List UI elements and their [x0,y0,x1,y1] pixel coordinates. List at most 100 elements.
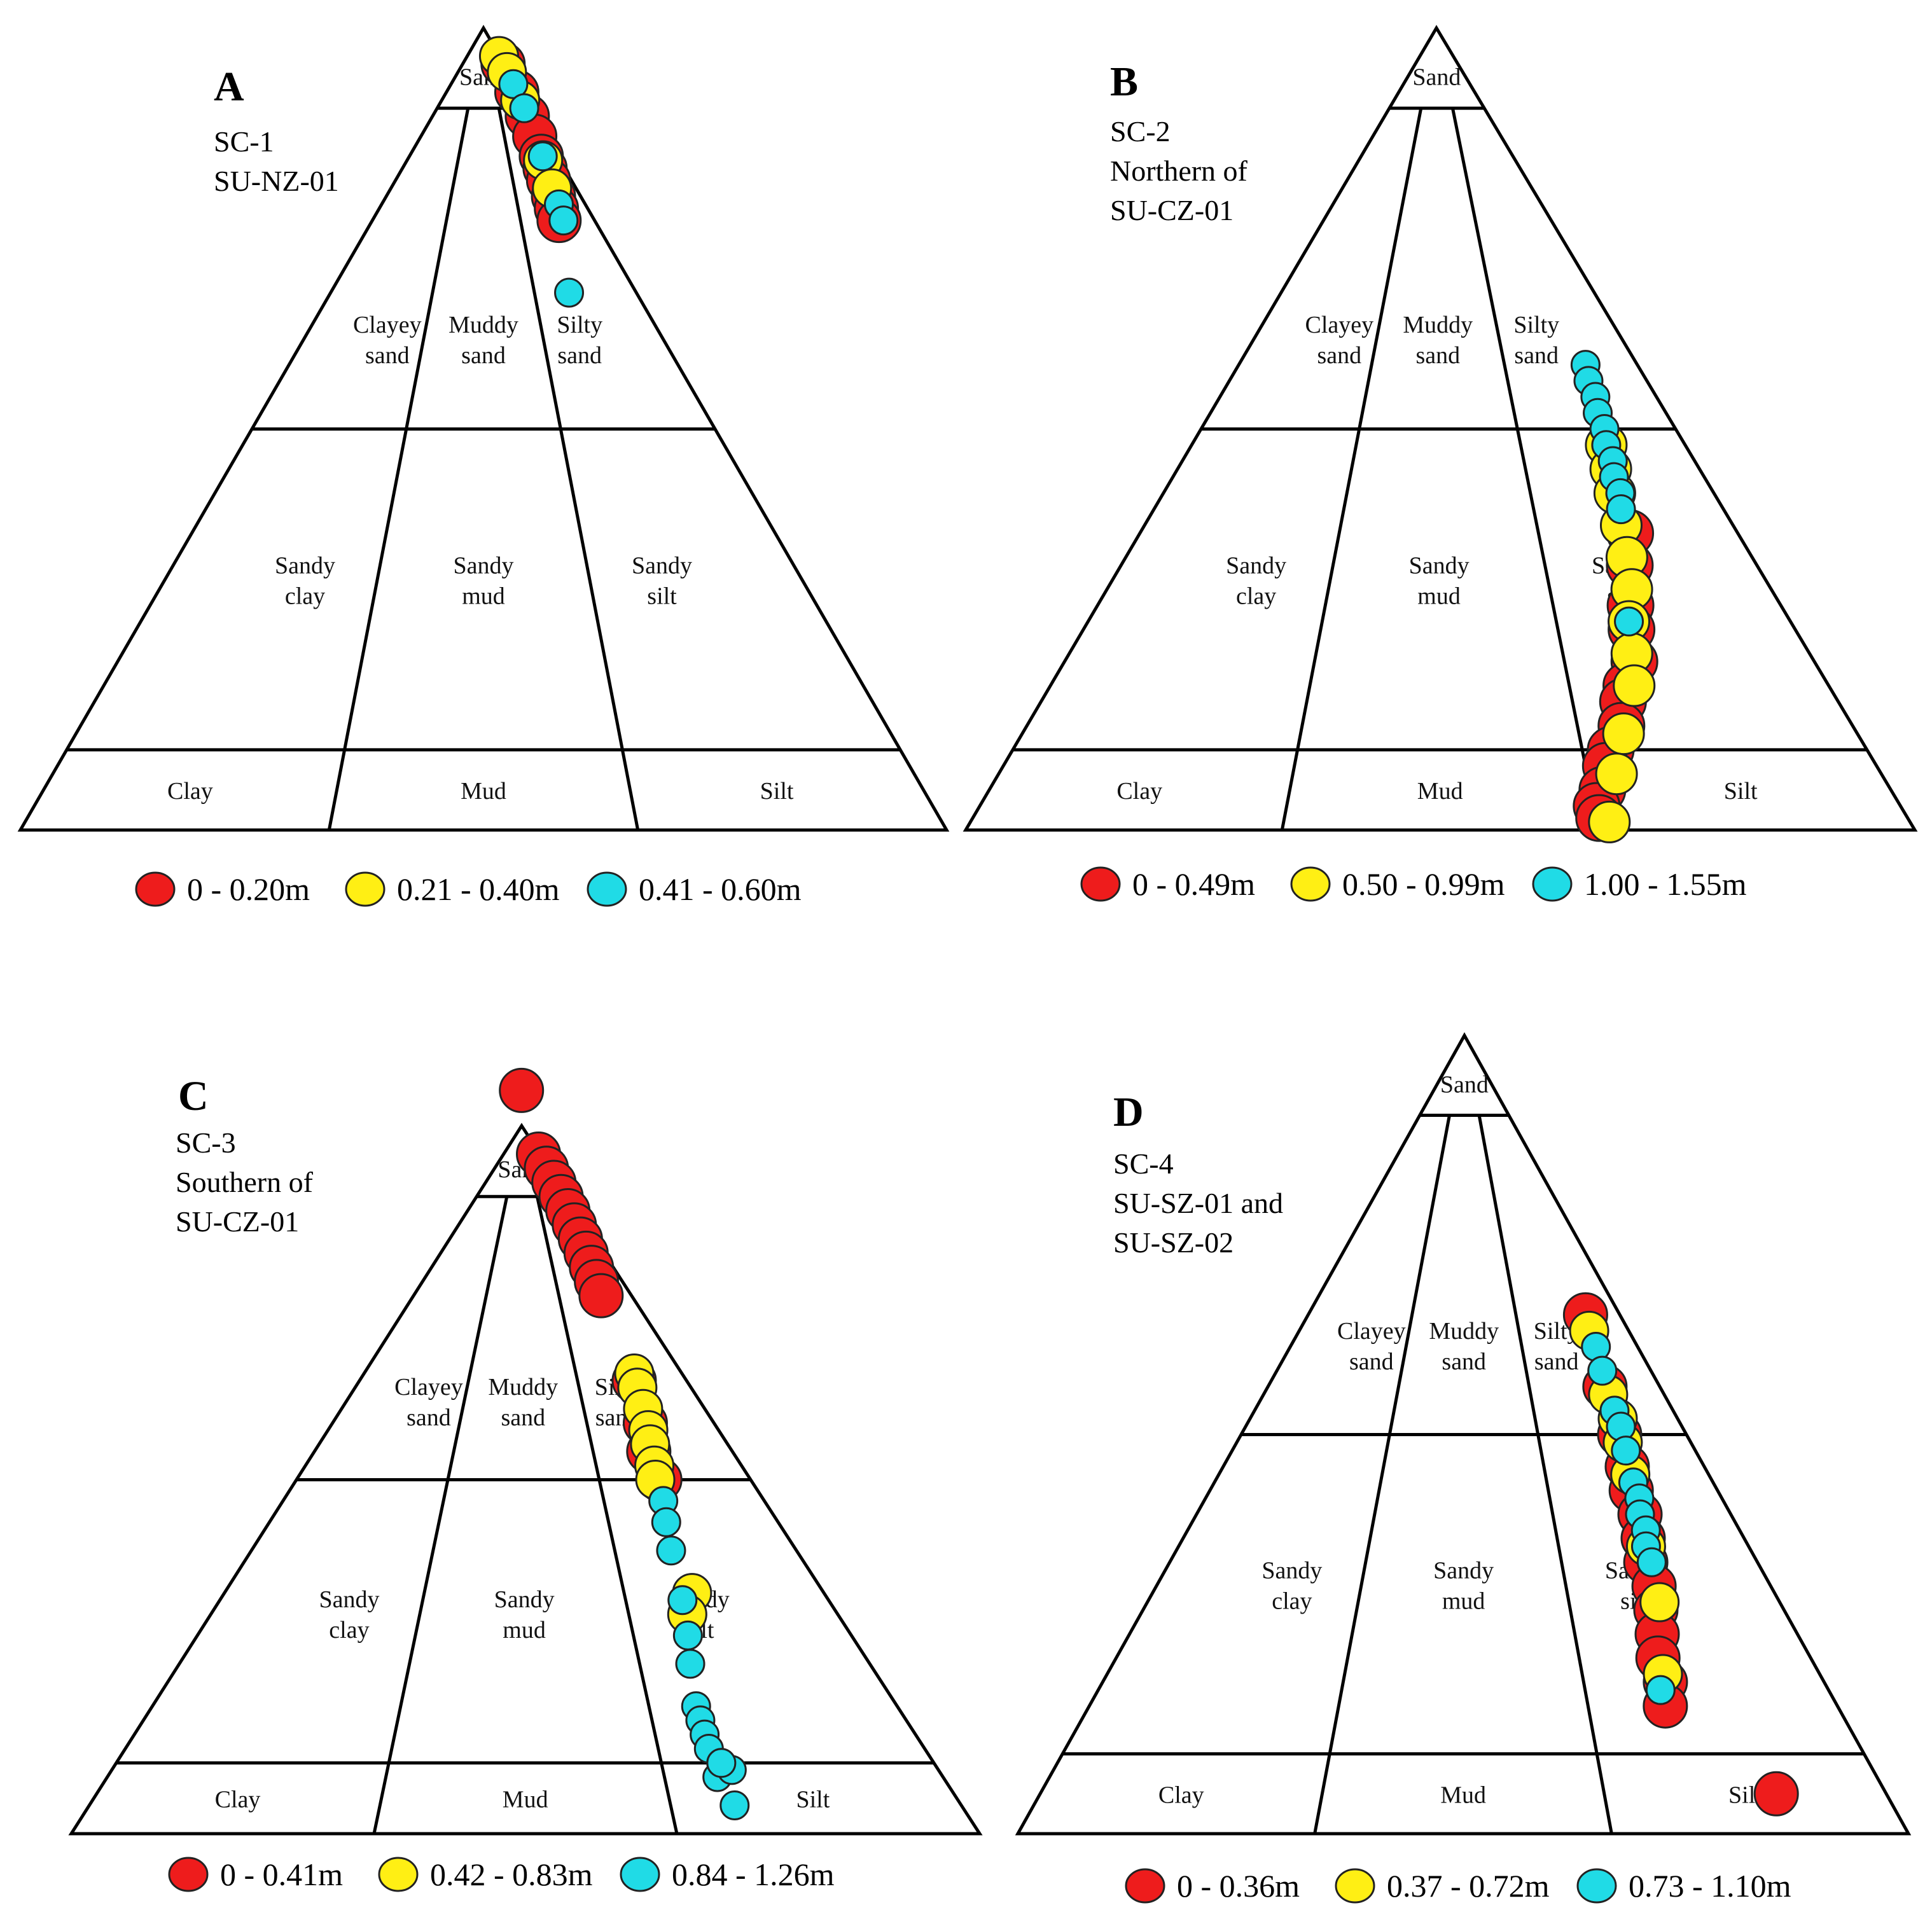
zone-label-silt: Silt [796,1786,830,1813]
data-point-cyan [1606,1411,1636,1442]
legend-swatch-cyan [1532,866,1573,902]
zone-label-muddy-sand-2: sand [1415,342,1460,369]
zone-label-sandy-mud-2: mud [1442,1588,1485,1614]
panel-title-line: SU-SZ-02 [1113,1226,1234,1259]
data-point-yellow [1595,752,1638,796]
panel-title-line: SU-CZ-01 [1110,194,1234,226]
legend-swatch-red [1080,866,1121,902]
ternary-panel-b: Sand Clayey sand Muddy sand Silty sand Sandy cla… [963,25,1918,902]
panel-title-line: SC-2 [1110,115,1171,148]
data-point-cyan [509,93,539,123]
ternary-panel-a: SandClayeysandMuddysandSiltysandSandycla… [17,24,950,907]
panel-title-line: SC-3 [176,1126,236,1159]
zone-label-clay: Clay [167,778,213,805]
zone-label-sandy-mud-2: mud [462,583,505,609]
panel-title-line: SU-SZ-01 and [1113,1187,1283,1219]
data-point-cyan [1614,606,1644,637]
zone-label-sandy-mud-1: Sandy [1433,1557,1494,1584]
legend-swatch-cyan [587,871,627,907]
data-point-cyan [527,141,558,172]
zone-label-sand: Sand [1412,64,1461,91]
legend-swatch-red [168,1857,209,1892]
panel-letter: A [214,64,244,110]
ratio-line-2 [1451,107,1601,831]
legend-label: 0.42 - 0.83m [430,1857,593,1892]
legend-swatch-yellow [1335,1868,1375,1904]
zone-label-muddy-sand-1: Muddy [448,312,518,338]
zone-label-clay: Clay [1158,1782,1204,1808]
ratio-line-2 [535,1196,679,1834]
zone-label-sandy-clay-1: Sandy [1226,552,1286,579]
ratio-line-2 [497,107,640,831]
panel-title-line: SC-1 [214,125,274,158]
zone-label-clayey-sand-2: sand [407,1404,451,1431]
zone-label-mud: Mud [1417,778,1463,805]
legend-label: 0.21 - 0.40m [397,871,560,907]
zone-label-clayey-sand-1: Clayey [1305,312,1373,338]
data-point-cyan [1606,494,1636,525]
zone-label-sandy-clay-2: clay [1272,1588,1312,1614]
legend-label: 0 - 0.20m [187,871,310,907]
data-point-cyan [1611,1436,1641,1466]
zone-label-sandy-mud-1: Sandy [454,552,514,579]
zone-label-sandy-mud-2: mud [1417,583,1461,609]
zone-label-muddy-sand-2: sand [461,342,506,369]
data-point-cyan [1636,1547,1667,1577]
ratio-line-1 [1313,1115,1451,1834]
legend-label: 0.41 - 0.60m [639,871,802,907]
data-point-cyan [667,1585,698,1616]
ratio-line-1 [327,107,470,831]
legend: 0 - 0.20m 0.21 - 0.40m 0.41 - 0.60m [135,871,802,907]
legend-label: 0 - 0.36m [1177,1868,1300,1904]
ternary-panel-d: SandClayeysandMuddysandSiltysandSandycla… [1015,1032,1912,1904]
zone-label-silt: Silt [760,778,794,805]
zone-label-clayey-sand-2: sand [365,342,410,369]
panel-title-line: Southern of [176,1166,314,1198]
data-point-cyan [651,1507,681,1537]
legend-swatch-cyan [1576,1868,1617,1904]
legend: 0 - 0.49m 0.50 - 0.99m 1.00 - 1.55m [1080,866,1747,902]
data-point-cyan [548,205,579,236]
zone-label-silty-sand-2: sand [557,342,602,369]
zone-label-clay: Clay [1116,778,1162,805]
data-point-cyan [656,1535,686,1566]
zone-label-sandy-clay-1: Sandy [319,1586,379,1613]
zone-label-clayey-sand-1: Clayey [353,312,422,338]
zone-label-sandy-clay-2: clay [329,1617,369,1644]
zone-label-sandy-mud-1: Sandy [1409,552,1470,579]
zone-label-sandy-silt-1: Sandy [632,552,692,579]
zone-label-muddy-sand-2: sand [501,1404,545,1431]
zone-label-sandy-clay-1: Sandy [275,552,335,579]
zone-label-silty-sand-2: sand [1534,1348,1579,1375]
legend-label: 0 - 0.41m [220,1857,343,1892]
panel-title-line: SU-NZ-01 [214,165,339,197]
panel-title-line: Northern of [1110,155,1248,187]
zone-label-muddy-sand-1: Muddy [488,1374,558,1401]
legend-swatch-yellow [378,1857,419,1892]
data-point-cyan [672,1620,703,1651]
zone-label-sand: Sand [1440,1071,1489,1098]
zone-label-sandy-clay-2: clay [1236,583,1276,609]
zone-label-clay: Clay [215,1786,261,1813]
ratio-line-1 [372,1196,509,1834]
zone-label-clayey-sand-1: Clayey [394,1374,463,1401]
data-point-yellow [1588,800,1631,843]
panel-letter: B [1110,59,1138,105]
panel-letter: D [1113,1089,1144,1135]
zone-label-mud: Mud [461,778,506,805]
ratio-line-1 [1280,107,1423,831]
zone-label-muddy-sand-1: Muddy [1403,312,1473,338]
data-point-yellow [1639,1582,1680,1623]
ratio-line-2 [1477,1115,1613,1834]
legend-label: 0.84 - 1.26m [672,1857,835,1892]
zone-label-muddy-sand-1: Muddy [1429,1318,1499,1345]
legend-label: 1.00 - 1.55m [1584,866,1747,902]
legend-label: 0.50 - 0.99m [1342,866,1505,902]
zone-label-clayey-sand-1: Clayey [1337,1318,1406,1345]
data-point-cyan [706,1748,737,1778]
ternary-panel-c: SandClayeysandMuddysandSiltysandSandycla… [68,1067,983,1892]
zone-label-silty-sand-2: sand [1514,342,1559,369]
data-point-cyan [1645,1675,1676,1705]
panel-letter: C [178,1073,209,1119]
